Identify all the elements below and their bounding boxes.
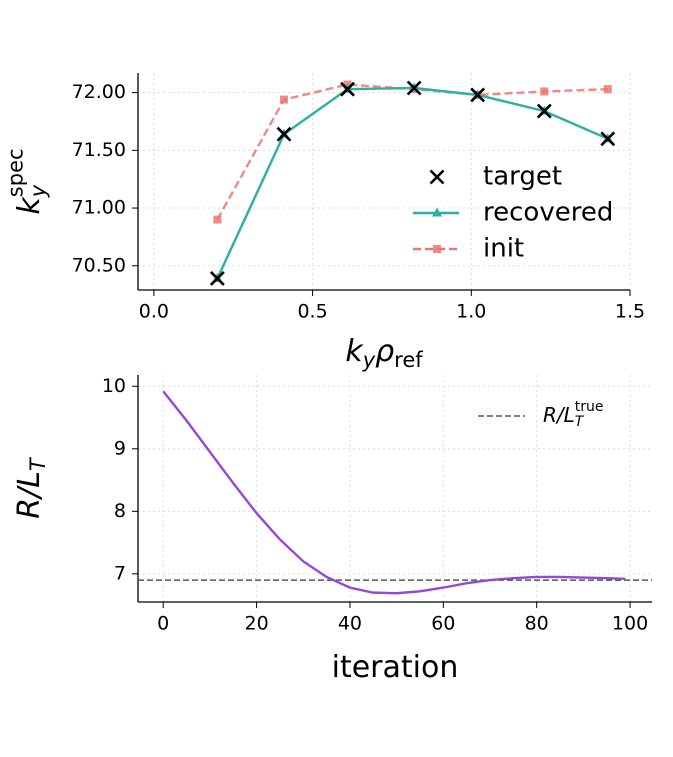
x-tick-label: 40 <box>338 613 362 635</box>
label-base: ρ <box>375 334 394 369</box>
y-tick-label: 71.50 <box>72 139 126 161</box>
label-sup: true <box>575 399 604 415</box>
legend-label: target <box>483 162 562 192</box>
legend-label: recovered <box>483 198 613 228</box>
marker-x <box>600 131 616 147</box>
label-base: k <box>12 196 47 215</box>
label: kyspec​ <box>4 148 51 214</box>
x-tick-label: 20 <box>244 613 268 635</box>
marker-x <box>536 103 552 119</box>
y-tick-label: 70.50 <box>72 254 126 276</box>
y-tick-label: 8 <box>114 500 126 522</box>
y-tick-label: 7 <box>114 562 126 584</box>
marker-x <box>209 271 225 286</box>
label-sub: T <box>26 456 50 471</box>
marker-x <box>276 126 292 142</box>
label-sub: y <box>26 184 50 198</box>
label: ky​ρref​ <box>345 334 423 373</box>
label-sub: T <box>575 414 585 430</box>
x-tick-label: 0.0 <box>139 301 169 323</box>
marker-square <box>280 95 289 104</box>
label-base: R/L <box>12 471 47 519</box>
y-tick-label: 9 <box>114 437 126 459</box>
label-base: iteration <box>332 650 459 685</box>
x-tick-label: 60 <box>431 613 455 635</box>
label: iteration <box>332 650 459 685</box>
label-sup: spec <box>4 148 28 197</box>
x-tick-label: 1.5 <box>615 301 645 323</box>
label-base: k <box>345 334 364 369</box>
marker-square <box>213 215 222 224</box>
label-base: R/L <box>543 403 575 427</box>
marker-x <box>340 81 355 97</box>
label-sub: ref <box>394 348 423 372</box>
label: R/LTtrue​ <box>543 399 604 430</box>
marker-square <box>540 87 549 96</box>
marker-x <box>429 169 445 185</box>
marker-square <box>603 85 612 94</box>
legend-label: init <box>483 234 524 264</box>
marker-x <box>406 80 422 96</box>
label-sub: y <box>362 348 376 372</box>
marker-x <box>470 87 486 103</box>
x-tick-label: 100 <box>612 613 648 635</box>
x-tick-label: 80 <box>525 613 549 635</box>
x-tick-label: 0.5 <box>297 301 327 323</box>
y-tick-label: 71.00 <box>72 197 126 219</box>
x-tick-label: 1.0 <box>456 301 486 323</box>
label: R/LT​ <box>12 456 51 519</box>
x-tick-label: 0 <box>157 613 169 635</box>
y-tick-label: 10 <box>102 375 126 397</box>
series-line <box>162 390 626 595</box>
y-tick-label: 72.00 <box>72 81 126 103</box>
marker-square <box>433 245 441 253</box>
marker-triangle <box>432 207 442 217</box>
